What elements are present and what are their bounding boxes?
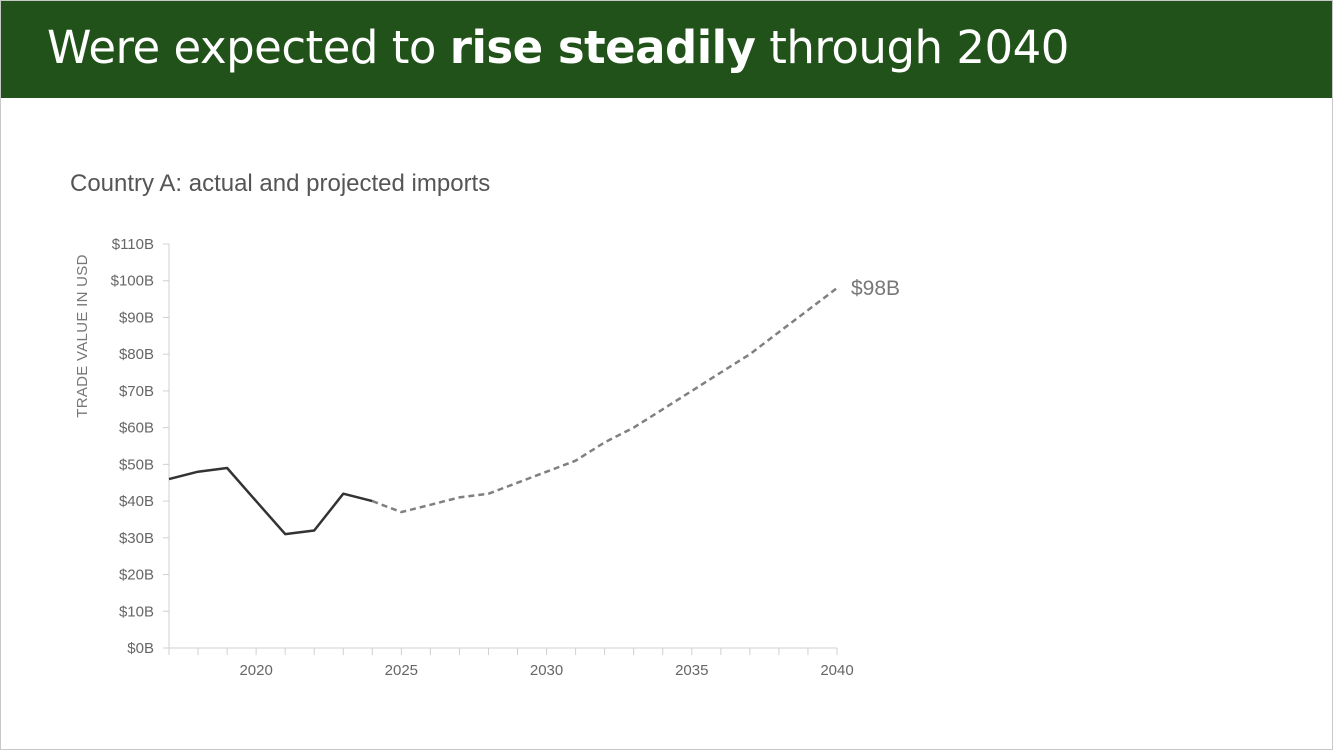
y-tick-label: $10B [119, 603, 154, 620]
title-regular-end: through 2040 [755, 21, 1069, 74]
y-tick-label: $60B [119, 420, 154, 437]
title-bar: Were expected to rise steadily through 2… [1, 1, 1332, 98]
y-axis-title: TRADE VALUE IN USD [74, 254, 91, 418]
y-tick-label: $50B [119, 456, 154, 473]
x-tick-label: 2040 [820, 662, 853, 679]
y-tick-label: $40B [119, 493, 154, 510]
y-tick-label: $30B [119, 530, 154, 547]
chart-labels: $0B $10B $20B $30B $40B $50B $60B $70B $80B $90B $… [74, 236, 900, 679]
title-regular-start: Were expected to [47, 21, 450, 74]
chart-axes [163, 243, 838, 655]
y-tick-label: $100B [111, 273, 154, 290]
y-tick-label: $80B [119, 346, 154, 363]
end-value-label: $98B [851, 277, 900, 300]
x-tick-label: 2035 [675, 662, 708, 679]
chart-series [168, 287, 838, 536]
x-tick-label: 2020 [239, 662, 272, 679]
slide-title: Were expected to rise steadily through 2… [47, 19, 1069, 77]
y-tick-label: $90B [119, 309, 154, 326]
y-tick-label: $70B [119, 383, 154, 400]
y-tick-label: $0B [127, 640, 154, 657]
y-tick-label: $20B [119, 567, 154, 584]
actual-imports-line [168, 466, 373, 536]
y-tick-label: $110B [112, 236, 154, 253]
x-tick-label: 2030 [530, 662, 563, 679]
x-tick-label: 2025 [385, 662, 418, 679]
title-bold: rise steadily [449, 21, 756, 74]
chart-title: Country A: actual and projected imports [70, 170, 491, 197]
projected-imports-line [371, 287, 838, 514]
